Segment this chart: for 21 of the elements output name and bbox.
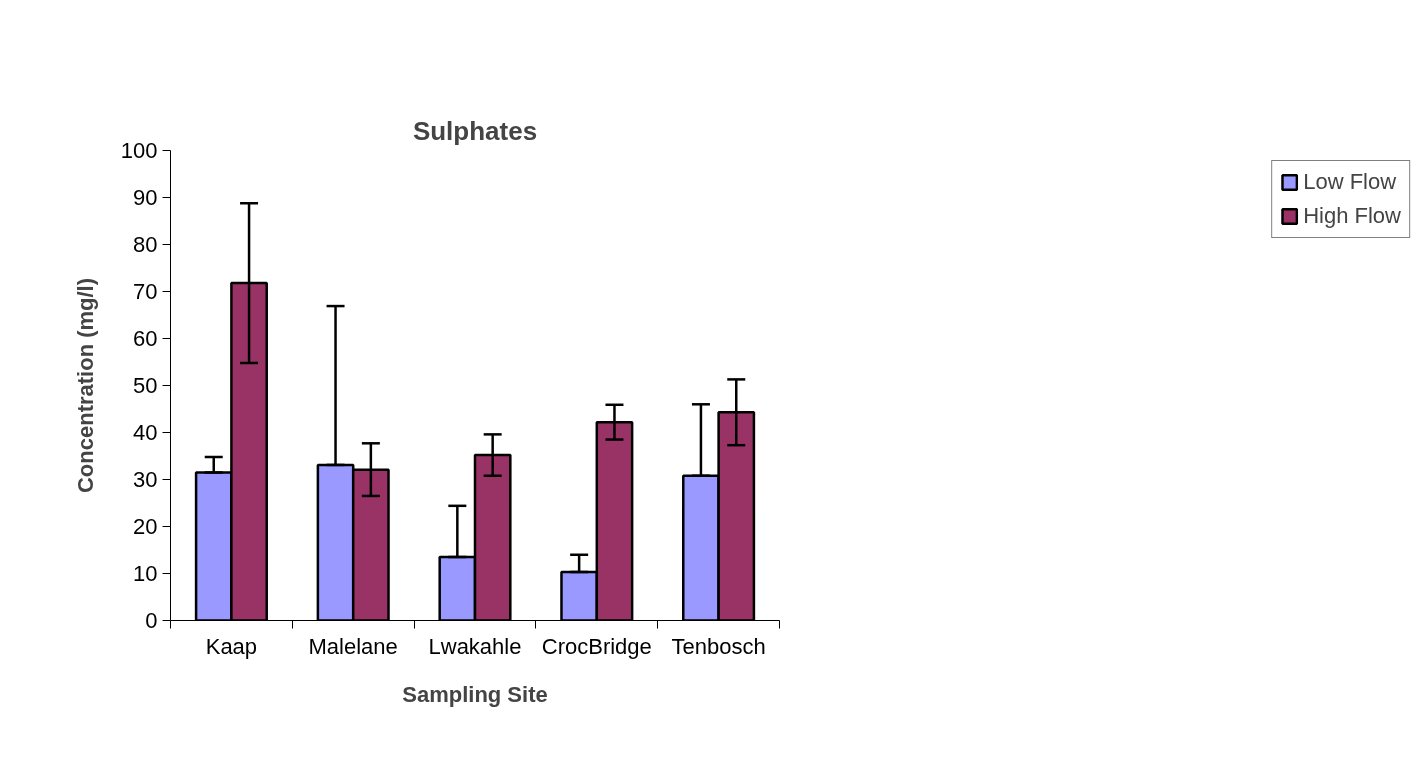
legend-label: Low Flow: [1303, 169, 1397, 195]
x-tick-label: CrocBridge: [541, 633, 652, 659]
y-tick-label: 40: [133, 420, 158, 445]
y-tick-label: 90: [133, 185, 158, 210]
y-tick-label: 100: [120, 138, 158, 163]
y-tick-label: 20: [133, 514, 158, 539]
legend-label: High Flow: [1303, 203, 1401, 229]
y-tick-label: 70: [133, 279, 158, 304]
y-tick-label: 50: [133, 373, 158, 398]
y-tick-label: 60: [133, 326, 158, 351]
y-axis-title: Concentration (mg/l): [72, 277, 98, 494]
chart-title: Sulphates: [412, 115, 538, 146]
y-tick-label: 0: [145, 608, 158, 633]
y-tick-label: 80: [133, 232, 158, 257]
x-tick-label: Malelane: [308, 633, 398, 659]
x-tick-label: Tenbosch: [671, 633, 766, 659]
x-tick-label: Kaap: [205, 633, 258, 659]
y-tick-label: 10: [133, 561, 158, 586]
x-tick-label: Lwakahle: [428, 633, 522, 659]
x-axis-title: Sampling Site: [402, 681, 548, 707]
y-tick-label: 30: [133, 467, 158, 492]
